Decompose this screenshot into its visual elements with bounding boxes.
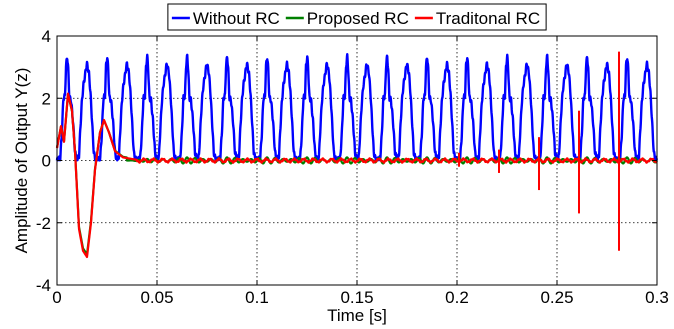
x-tick-label: 0.2: [445, 288, 469, 307]
y-tick-label: -2: [36, 214, 51, 233]
series-line-traditonal-rc: [55, 92, 658, 259]
y-tick-label: 4: [42, 27, 51, 46]
axis-ticks: 0 0.05 0.1 0.15 0.2 0.25 0.3 -4 -2 0 2 4: [36, 27, 669, 307]
y-tick-label: 2: [42, 89, 51, 108]
x-tick-label: 0.25: [540, 288, 573, 307]
legend-label: Traditonal RC: [436, 9, 540, 28]
series-lines: [55, 51, 658, 259]
x-tick-label: 0.05: [140, 288, 173, 307]
y-axis-label: Amplitude of Output Y(z): [12, 68, 31, 254]
y-tick-label: -4: [36, 276, 51, 295]
legend: Without RC Proposed RC Traditonal RC: [167, 3, 547, 31]
legend-box: [167, 3, 547, 31]
legend-label: Proposed RC: [307, 9, 409, 28]
y-tick-label: 0: [42, 152, 51, 171]
x-axis-label: Time [s]: [327, 306, 387, 325]
x-tick-label: 0.1: [245, 288, 269, 307]
x-tick-label: 0.3: [645, 288, 669, 307]
x-tick-label: 0.15: [340, 288, 373, 307]
series-line-proposed-rc: [55, 93, 658, 256]
legend-label: Without RC: [193, 9, 280, 28]
x-tick-label: 0: [52, 288, 61, 307]
